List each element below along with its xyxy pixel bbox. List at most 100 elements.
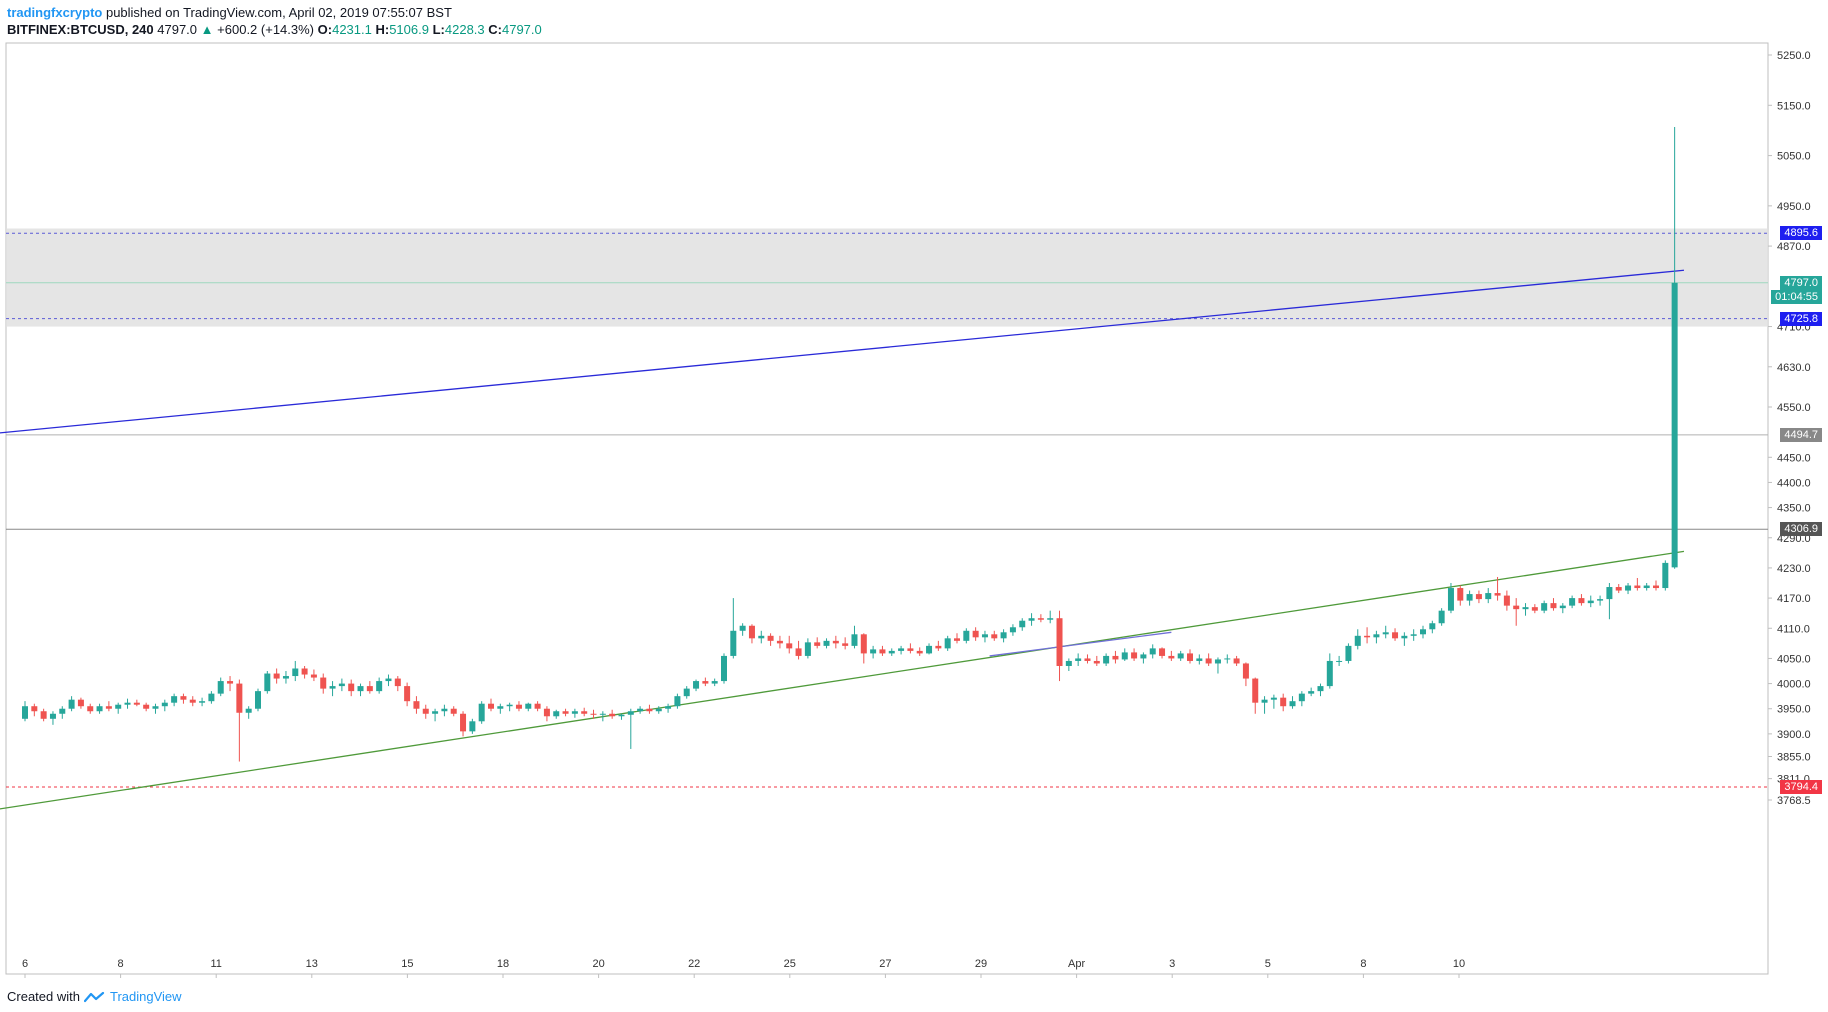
- candle-body: [609, 713, 616, 717]
- candle-body: [161, 702, 168, 707]
- price-tick-label: 5150.0: [1777, 100, 1811, 112]
- price-label: 3794.4: [1780, 779, 1822, 794]
- candle-body: [1298, 693, 1305, 702]
- candle-body: [627, 711, 634, 715]
- symbol-name[interactable]: BITFINEX:BTCUSD, 240: [7, 22, 154, 37]
- price-tick-label: 3950.0: [1777, 704, 1811, 716]
- candle-body: [385, 678, 392, 682]
- candle-body: [180, 696, 187, 700]
- open-label: O:: [317, 22, 333, 37]
- tradingview-link[interactable]: TradingView: [109, 989, 182, 1004]
- low-value: 4228.3: [444, 22, 485, 37]
- plot-frame: [5, 42, 1769, 975]
- candle-body: [1550, 603, 1557, 609]
- trendline-support: [0, 550, 1685, 810]
- candle-body: [1103, 655, 1110, 664]
- candle-body: [282, 676, 289, 679]
- price-tick-label: 4000.0: [1777, 679, 1811, 691]
- time-tick-label: 8: [118, 958, 124, 970]
- candle-body: [1559, 605, 1566, 609]
- candle-body: [581, 711, 588, 714]
- candle-body: [730, 630, 737, 656]
- candle-body: [469, 721, 476, 732]
- candle-body: [1615, 587, 1622, 591]
- candle-body: [292, 668, 299, 677]
- candle-body: [832, 640, 839, 644]
- symbol-legend: BITFINEX:BTCUSD, 240 4797.0 ▲ +600.2 (+1…: [7, 22, 542, 37]
- candle-body: [450, 708, 457, 714]
- price-tick-label: 4400.0: [1777, 477, 1811, 489]
- price-label: 4306.9: [1780, 522, 1822, 537]
- publish-info: tradingfxcrypto published on TradingView…: [7, 5, 452, 20]
- tradingview-logo-icon: [83, 991, 105, 1002]
- candle-body: [991, 634, 998, 639]
- candle-body: [1475, 594, 1482, 600]
- candle-body: [404, 686, 411, 702]
- candle-body: [888, 650, 895, 654]
- candle-body: [543, 708, 550, 717]
- price-tick-label: 4170.0: [1777, 593, 1811, 605]
- candle-body: [422, 708, 429, 714]
- candle-body: [338, 683, 345, 687]
- candle-body: [1597, 599, 1604, 601]
- candle-body: [1047, 618, 1054, 620]
- candle-body: [124, 702, 131, 705]
- candle-body: [460, 713, 467, 732]
- candle-body: [1084, 658, 1091, 661]
- high-value: 5106.9: [389, 22, 429, 37]
- candle-body: [96, 706, 103, 712]
- candle-body: [227, 681, 234, 684]
- candle-body: [935, 645, 942, 649]
- candle-body: [1177, 653, 1184, 659]
- candle-body: [1270, 697, 1277, 700]
- price-tick-label: 4350.0: [1777, 503, 1811, 515]
- candle-body: [1289, 701, 1296, 707]
- candle-body: [1494, 593, 1501, 596]
- high-label: H:: [375, 22, 390, 37]
- candle-body: [1214, 659, 1221, 664]
- candle-body: [916, 650, 923, 654]
- candle-body: [898, 648, 905, 651]
- candle-body: [646, 708, 653, 712]
- price-tick-label: 4110.0: [1777, 623, 1810, 635]
- candle-body: [1364, 635, 1371, 638]
- candle-body: [851, 634, 858, 646]
- time-tick-label: 18: [497, 958, 509, 970]
- time-tick-label: 6: [22, 958, 28, 970]
- price-label: 4797.0: [1780, 275, 1822, 290]
- candle-body: [1205, 658, 1212, 664]
- candle-body: [1447, 588, 1454, 611]
- candle-body: [87, 706, 94, 712]
- resistance-zone: [6, 228, 1768, 327]
- candle-body: [1037, 618, 1044, 620]
- candle-body: [711, 681, 718, 684]
- candle-body: [1242, 663, 1249, 679]
- candle-body: [674, 696, 681, 707]
- candle-body: [1140, 654, 1147, 659]
- candle-body: [972, 630, 979, 638]
- candle-body: [1093, 660, 1100, 664]
- candle-body: [804, 642, 811, 656]
- open-value: 4231.1: [332, 22, 372, 37]
- up-arrow-icon: ▲: [200, 22, 214, 37]
- candle-body: [786, 643, 793, 649]
- candle-body: [1326, 660, 1333, 687]
- candle-body: [348, 683, 355, 692]
- candle-body: [618, 714, 625, 717]
- zone-layer: [6, 228, 1768, 327]
- price-axis: 5250.05150.05050.04950.04870.04710.04630…: [1768, 50, 1811, 807]
- time-tick-label: 5: [1265, 958, 1271, 970]
- candle-body: [1149, 648, 1156, 655]
- candle-body: [814, 642, 821, 646]
- candle-body: [49, 713, 56, 719]
- candle-body: [1578, 598, 1585, 604]
- candle-body: [1410, 634, 1417, 636]
- candle-body: [115, 704, 122, 709]
- candle-body: [1634, 585, 1641, 589]
- candle-body: [1196, 658, 1203, 661]
- author-link[interactable]: tradingfxcrypto: [7, 5, 103, 20]
- candle-body: [301, 668, 308, 675]
- price-tick-label: 4550.0: [1777, 402, 1811, 414]
- time-tick-label: 3: [1169, 958, 1175, 970]
